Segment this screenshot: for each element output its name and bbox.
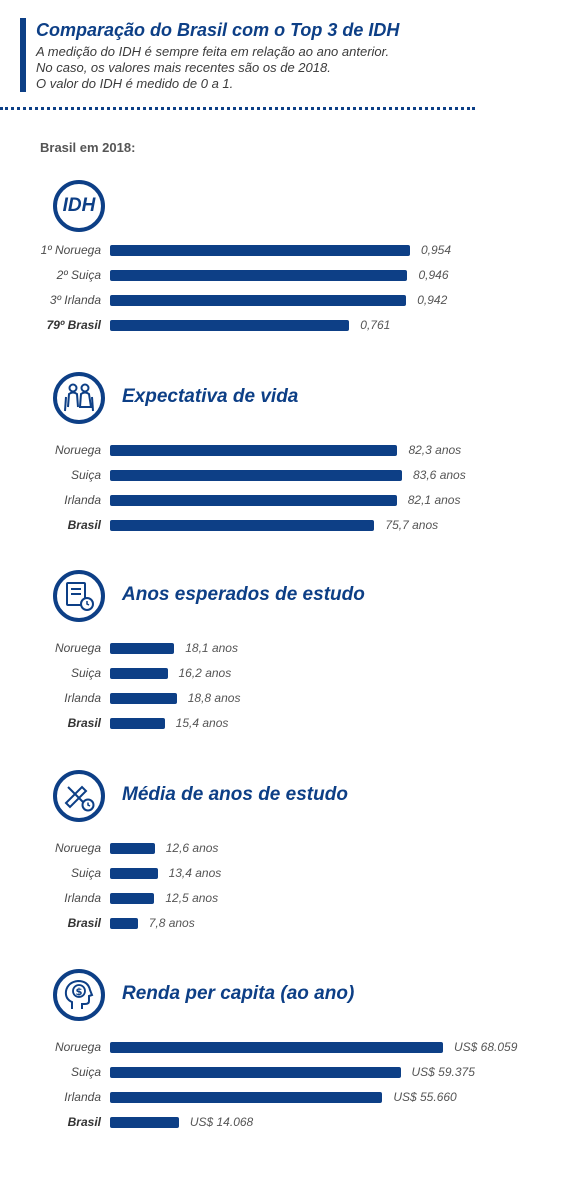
bar-row: Suiça 83,6 anos: [0, 467, 561, 483]
bar-row: Suiça 13,4 anos: [0, 865, 561, 881]
bar-value-label: 83,6 anos: [413, 468, 466, 482]
bar-row: Irlanda 18,8 anos: [0, 690, 561, 706]
bar-row: Suiça US$ 59.375: [0, 1064, 561, 1080]
section-title: Média de anos de estudo: [122, 784, 348, 805]
bar-value-label: 0,761: [360, 318, 391, 332]
bar: [110, 693, 177, 704]
bar-value-label: 0,954: [421, 243, 452, 257]
subtitle-line-1: A medição do IDH é sempre feita em relaç…: [36, 44, 390, 59]
bar-value-label: 16,2 anos: [178, 666, 232, 680]
bar: [110, 520, 375, 531]
book-clock-icon: [53, 570, 105, 622]
bar: [110, 843, 155, 854]
bar: [110, 245, 410, 256]
bar-value-label: 82,1 anos: [407, 493, 461, 507]
bar-row: Irlanda 82,1 anos: [0, 492, 561, 508]
bar-label: Noruega: [54, 443, 101, 457]
brasil-year-label: Brasil em 2018:: [40, 140, 136, 155]
bar-label: Brasil: [67, 1115, 101, 1129]
bar-label: 3º Irlanda: [49, 293, 101, 307]
bar-value-label: US$ 68.059: [454, 1040, 518, 1054]
bar-value-label: 15,4 anos: [175, 716, 229, 730]
bar-row: Noruega 18,1 anos: [0, 640, 561, 656]
bar-value-label: 12,5 anos: [165, 891, 219, 905]
bar-label: 79º Brasil: [46, 318, 101, 332]
bar-label: Irlanda: [64, 891, 101, 905]
bar-value-label: 13,4 anos: [168, 866, 222, 880]
bar-value-label: 0,946: [418, 268, 449, 282]
idh-badge-icon: IDH: [53, 180, 105, 232]
bar-value-label: 7,8 anos: [148, 916, 195, 930]
svg-text:$: $: [76, 987, 83, 998]
bar: [110, 1117, 179, 1128]
bar-row: 2º Suiça 0,946: [0, 267, 561, 283]
section-title: Expectativa de vida: [122, 386, 299, 407]
bar-value-label: 75,7 anos: [385, 518, 439, 532]
bar-value-label: 18,8 anos: [187, 691, 241, 705]
bar-value-label: US$ 14.068: [189, 1115, 254, 1129]
bar-row: Brasil 7,8 anos: [0, 915, 561, 931]
subtitle-line-3: O valor do IDH é medido de 0 a 1.: [36, 76, 234, 91]
bar-label: Noruega: [54, 641, 101, 655]
idh-badge-text: IDH: [62, 195, 96, 216]
bar-row: 3º Irlanda 0,942: [0, 292, 561, 308]
page-title: Comparação do Brasil com o Top 3 de IDH: [36, 20, 400, 40]
bar-row: Noruega 12,6 anos: [0, 840, 561, 856]
dotted-divider: [0, 107, 475, 110]
bar: [110, 668, 168, 679]
bar-value-label: 18,1 anos: [185, 641, 238, 655]
bar-label: 2º Suiça: [56, 268, 101, 282]
bar-row: Brasil 75,7 anos: [0, 517, 561, 533]
bar-value-label: 12,6 anos: [165, 841, 219, 855]
bar-label: 1º Noruega: [40, 243, 101, 257]
bar-label: Irlanda: [64, 1090, 101, 1104]
bar: [110, 643, 175, 654]
bar-label: Suiça: [70, 666, 101, 680]
bar-row: Irlanda 12,5 anos: [0, 890, 561, 906]
bar-label: Suiça: [70, 866, 101, 880]
bar-row: Brasil 15,4 anos: [0, 715, 561, 731]
bar-row: Noruega 82,3 anos: [0, 442, 561, 458]
elderly-couple-icon: [53, 372, 105, 424]
bar: [110, 1042, 443, 1053]
bar-value-label: US$ 59.375: [411, 1065, 475, 1079]
bar: [110, 295, 407, 306]
bar-value-label: 0,942: [417, 293, 448, 307]
header: Comparação do Brasil com o Top 3 de IDH …: [20, 18, 516, 92]
bar: [110, 868, 158, 879]
bar: [110, 320, 350, 331]
bar-row: Noruega US$ 68.059: [0, 1039, 561, 1055]
pencil-ruler-clock-icon: [53, 770, 105, 822]
bar-label: Brasil: [67, 518, 101, 532]
bar: [110, 445, 398, 456]
section-title: Renda per capita (ao ano): [122, 983, 355, 1004]
bar-label: Suiça: [70, 1065, 101, 1079]
bar-label: Irlanda: [64, 691, 101, 705]
bar-row: 1º Noruega 0,954: [0, 242, 561, 258]
bar-value-label: 82,3 anos: [408, 443, 462, 457]
bar-row: Irlanda US$ 55.660: [0, 1089, 561, 1105]
bar: [110, 270, 408, 281]
head-dollar-icon: $: [53, 969, 105, 1021]
subtitle: A medição do IDH é sempre feita em relaç…: [36, 44, 516, 92]
bar: [110, 1092, 383, 1103]
bar: [110, 893, 155, 904]
bar: [110, 718, 165, 729]
bar-row: Suiça 16,2 anos: [0, 665, 561, 681]
bar-row: 79º Brasil 0,761: [0, 317, 561, 333]
section-title: Anos esperados de estudo: [122, 584, 365, 605]
bar-label: Irlanda: [64, 493, 101, 507]
bar: [110, 918, 138, 929]
bar: [110, 495, 397, 506]
bar-label: Brasil: [67, 916, 101, 930]
bar-value-label: US$ 55.660: [393, 1090, 457, 1104]
bar: [110, 1067, 401, 1078]
bar: [110, 470, 402, 481]
subtitle-line-2: No caso, os valores mais recentes são os…: [36, 60, 331, 75]
bar-label: Noruega: [54, 841, 101, 855]
bar-label: Suiça: [70, 468, 101, 482]
bar-row: Brasil US$ 14.068: [0, 1114, 561, 1130]
bar-label: Noruega: [54, 1040, 101, 1054]
bar-label: Brasil: [67, 716, 101, 730]
